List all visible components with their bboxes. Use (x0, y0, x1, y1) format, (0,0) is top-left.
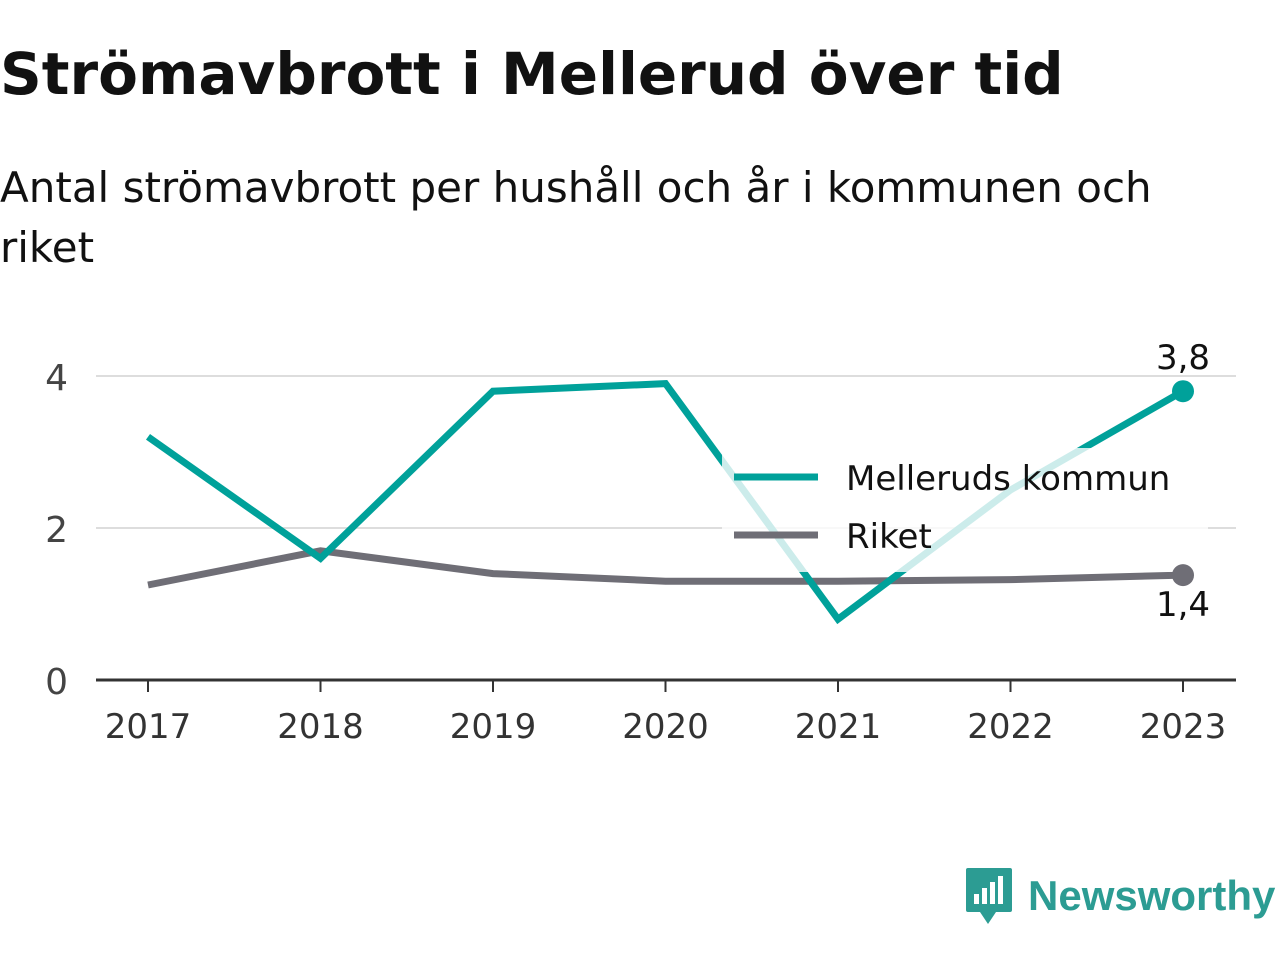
x-tick-label: 2023 (1140, 707, 1227, 747)
x-tick-label: 2021 (795, 707, 882, 747)
end-marker (1172, 564, 1194, 587)
brand-name: Newsworthy (1028, 872, 1276, 919)
y-tick-label: 4 (45, 358, 68, 399)
legend-background (722, 448, 1208, 572)
axes: 0 2 4 2017 2018 2019 2020 2021 2022 2023 (45, 358, 1236, 747)
end-marker (1172, 380, 1194, 403)
end-label: 3,8 (1156, 338, 1210, 378)
end-labels: 3,8 1,4 (1156, 338, 1210, 625)
newsworthy-logo: Newsworthy (964, 864, 1275, 928)
legend-label: Melleruds kommun (846, 459, 1170, 499)
chart-bubble-icon (966, 868, 1012, 924)
x-tick-label: 2018 (277, 707, 364, 747)
chart-subtitle: Antal strömavbrott per hushåll och år i … (0, 163, 1152, 272)
x-tick-label: 2020 (622, 707, 709, 747)
legend-label: Riket (846, 517, 932, 557)
y-tick-label: 0 (45, 662, 68, 703)
x-tick-label: 2022 (967, 707, 1054, 747)
x-tick-label: 2019 (450, 707, 537, 747)
chart-title: Strömavbrott i Mellerud över tid (0, 40, 1064, 108)
legend: Melleruds kommun Riket (722, 448, 1208, 572)
end-label: 1,4 (1156, 585, 1210, 625)
x-tick-label: 2017 (105, 707, 192, 747)
series-line-riket (147, 547, 1184, 589)
y-tick-label: 2 (45, 510, 68, 551)
